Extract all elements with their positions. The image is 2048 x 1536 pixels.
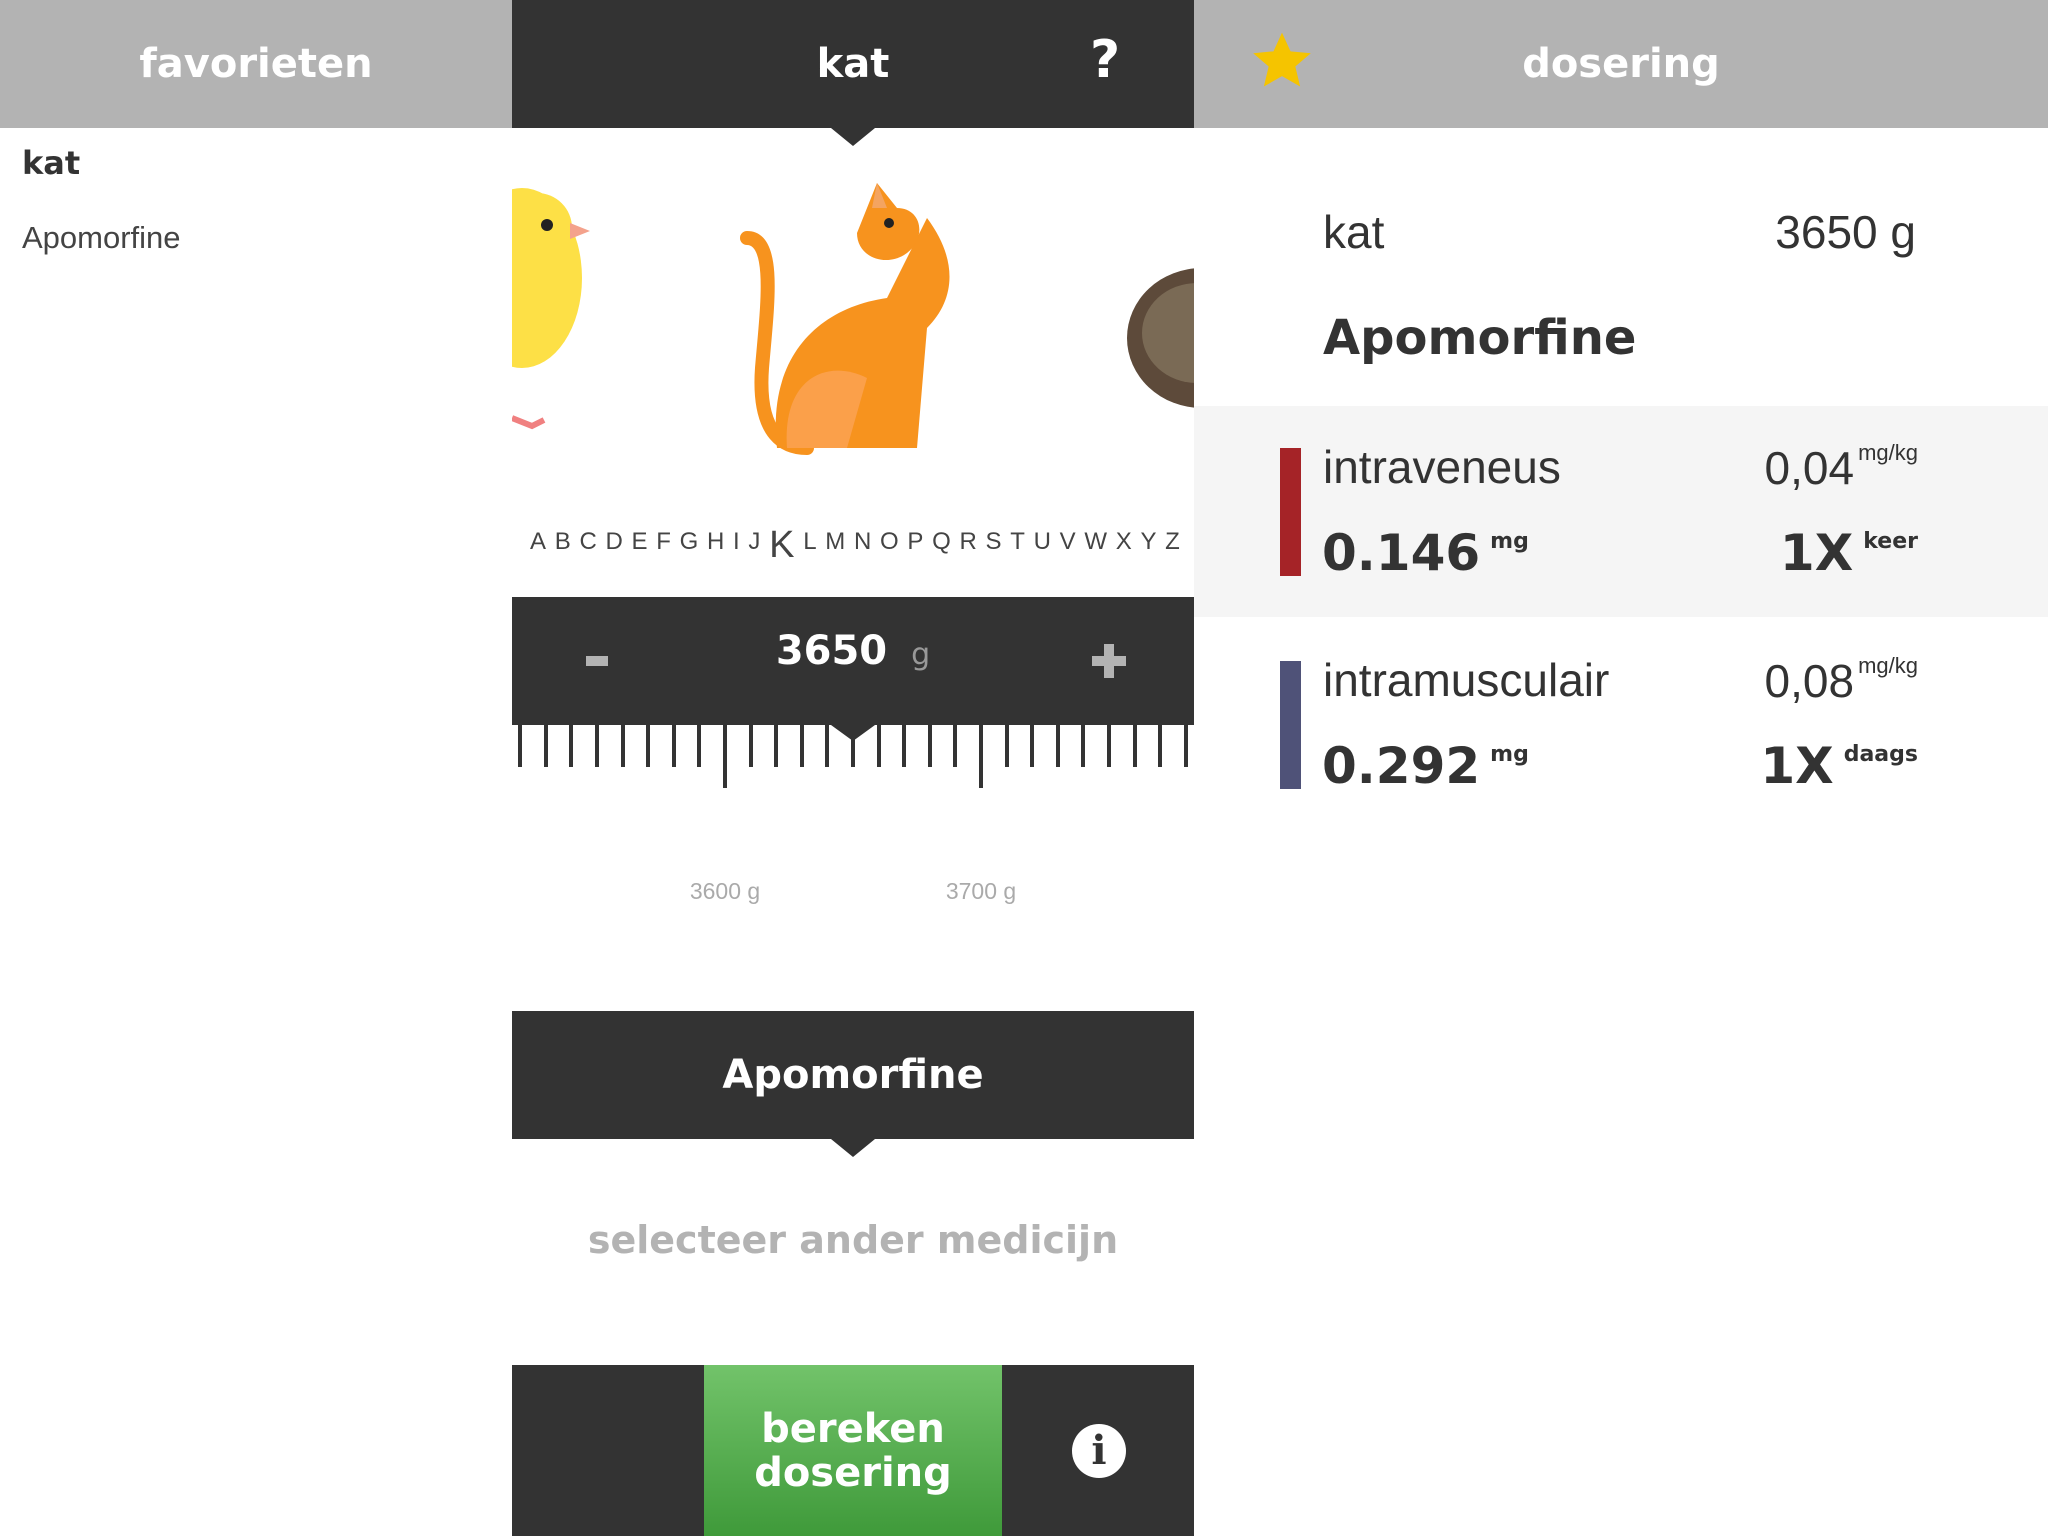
route-frequency: 1X keer	[1779, 524, 1918, 582]
dosage-header: dosering	[1194, 0, 2048, 128]
select-other-medicine-link[interactable]: selecteer ander medicijn	[587, 1218, 1119, 1262]
ruler-tick	[748, 725, 753, 767]
alphabet-letter[interactable]: C	[579, 528, 597, 555]
alphabet-letter[interactable]: J	[748, 528, 761, 555]
medicine-bar[interactable]: Apomorfine	[512, 1011, 1194, 1139]
weight-display: 3650 g	[512, 628, 1194, 674]
ruler-tick	[774, 725, 779, 767]
ruler-label: 3700 g	[945, 878, 1017, 904]
alphabet-letter[interactable]: S	[985, 528, 1002, 555]
bird-icon[interactable]	[1122, 258, 1194, 408]
alphabet-letter[interactable]: Y	[1140, 528, 1157, 555]
ruler-tick	[1004, 725, 1009, 767]
plus-icon[interactable]	[1104, 644, 1114, 678]
alphabet-letter[interactable]: V	[1059, 528, 1076, 555]
ruler-major-tick	[723, 725, 727, 788]
canary-icon[interactable]	[512, 168, 612, 448]
alphabet-letter[interactable]: F	[656, 528, 671, 555]
ruler-tick	[799, 725, 804, 767]
ruler-tick	[697, 725, 702, 767]
alphabet-letter[interactable]: A	[530, 528, 547, 555]
alphabet-letter[interactable]: T	[1010, 528, 1025, 555]
route-color-bar	[1280, 448, 1301, 576]
favorite-star-icon[interactable]	[1250, 30, 1314, 104]
ruler-tick	[646, 725, 651, 767]
alphabet-letter[interactable]: L	[803, 528, 817, 555]
route-name: intraveneus	[1323, 441, 1561, 493]
favorite-item[interactable]: Apomorfine	[22, 220, 181, 255]
alphabet-letter[interactable]: P	[907, 528, 924, 555]
alphabet-letter[interactable]: H	[707, 528, 725, 555]
alphabet-letter[interactable]: E	[631, 528, 648, 555]
ruler-label: 3600 g	[689, 878, 761, 904]
alphabet-letter[interactable]: I	[733, 528, 740, 555]
weight-bar: 3650 g	[512, 597, 1194, 725]
info-icon[interactable]: i	[1072, 1424, 1126, 1478]
ruler-tick	[876, 725, 881, 767]
ruler-tick	[569, 725, 574, 767]
ruler-tick	[1030, 725, 1035, 767]
help-button[interactable]: ?	[1090, 30, 1121, 90]
ruler-tick	[595, 725, 599, 767]
alphabet-letter[interactable]: Q	[932, 528, 951, 555]
weight-value: 3650	[775, 628, 888, 674]
alphabet-letter[interactable]: O	[880, 528, 899, 555]
ruler-tick	[902, 725, 907, 767]
alphabet-letter[interactable]: G	[679, 528, 699, 555]
dosage-title: dosering	[1522, 41, 1720, 87]
ruler-tick	[953, 725, 958, 767]
result-medicine: Apomorfine	[1323, 310, 1637, 366]
ruler-tick	[927, 725, 932, 767]
ruler-tick	[1132, 725, 1137, 767]
route-dose: 0.292 mg	[1322, 737, 1529, 795]
ruler-tick	[1081, 725, 1086, 767]
ruler-tick	[825, 725, 830, 767]
ruler-major-tick	[979, 725, 983, 788]
ruler-tick	[620, 725, 625, 767]
ruler-tick	[518, 725, 523, 767]
calc-label-2: dosering	[754, 1449, 952, 1496]
route-mgkg: 0,04 mg/kg	[1764, 440, 1918, 494]
result-species: kat	[1323, 206, 1385, 258]
ruler-tick	[851, 725, 855, 767]
alphabet-letter[interactable]: N	[853, 528, 872, 555]
header-pointer	[831, 128, 875, 146]
favorite-species[interactable]: kat	[22, 144, 81, 182]
alphabet-letter[interactable]: Z	[1165, 528, 1180, 555]
alphabet-letter[interactable]: R	[959, 528, 977, 555]
route-frequency: 1X daags	[1760, 737, 1918, 795]
alphabet-letter[interactable]: W	[1084, 528, 1108, 555]
route-name: intramusculair	[1323, 654, 1610, 706]
ruler-tick	[543, 725, 548, 767]
route-row-highlight	[1194, 406, 2048, 617]
decrease-weight-button[interactable]	[586, 656, 608, 666]
species-header: kat ?	[512, 0, 1194, 128]
medicine-pointer	[831, 1139, 875, 1157]
calculate-dosage-button[interactable]: bereken dosering	[704, 1365, 1002, 1536]
favorites-header: favorieten	[0, 0, 512, 128]
calc-label-1: bereken	[761, 1405, 945, 1452]
ruler-tick	[1055, 725, 1060, 767]
cat-icon[interactable]	[727, 178, 977, 458]
alphabet-letter[interactable]: K	[769, 524, 795, 566]
ruler-tick	[671, 725, 676, 767]
weight-unit: g	[911, 637, 931, 672]
medicine-name: Apomorfine	[722, 1052, 984, 1098]
alphabet-letter[interactable]: X	[1115, 528, 1132, 555]
result-weight: 3650 g	[1775, 206, 1916, 258]
favorites-title: favorieten	[139, 41, 373, 87]
alphabet-letter[interactable]: M	[825, 528, 846, 555]
alphabet-letter[interactable]: U	[1033, 528, 1051, 555]
ruler-tick	[1158, 725, 1163, 767]
species-title: kat	[816, 41, 890, 87]
route-dose: 0.146 mg	[1322, 524, 1529, 582]
alphabet-letter[interactable]: B	[554, 528, 571, 555]
route-mgkg: 0,08 mg/kg	[1764, 653, 1918, 707]
ruler-tick	[1107, 725, 1111, 767]
alphabet-letter[interactable]: D	[605, 528, 623, 555]
ruler-tick	[1183, 725, 1188, 767]
route-color-bar	[1280, 661, 1301, 789]
animal-carousel[interactable]	[512, 128, 1194, 522]
